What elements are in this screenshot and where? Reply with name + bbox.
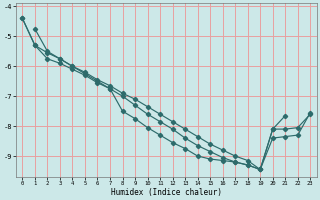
X-axis label: Humidex (Indice chaleur): Humidex (Indice chaleur) — [111, 188, 222, 197]
